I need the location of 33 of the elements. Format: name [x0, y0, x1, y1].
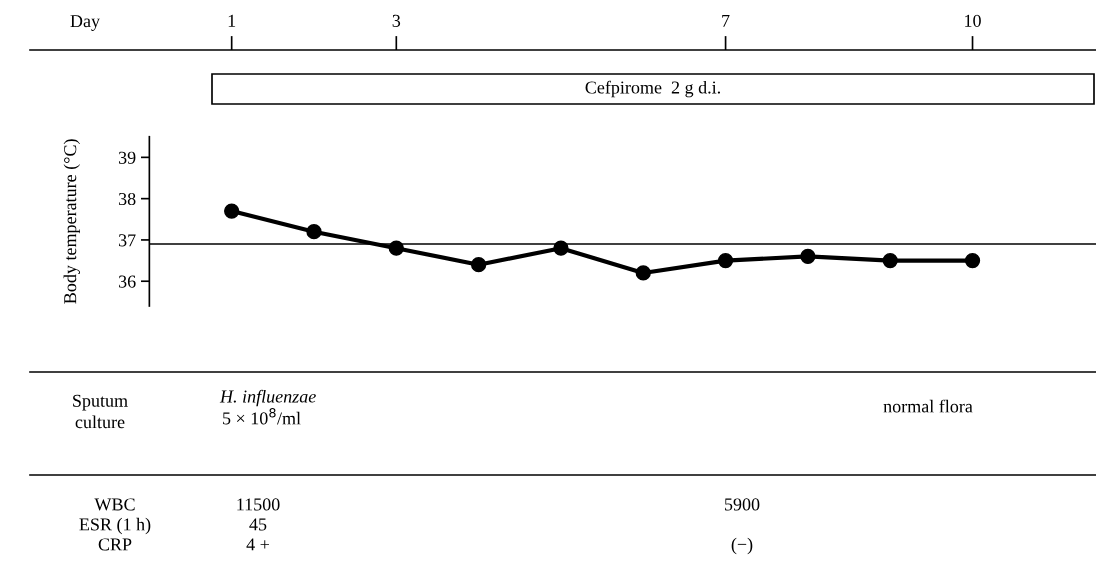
- text: H. influenzae: [219, 389, 316, 407]
- text: 5900: [724, 498, 760, 511]
- text: 5 × 10$^{8}$/ml: [223, 408, 301, 425]
- x-tick-label: 7: [722, 14, 730, 27]
- y-tick-label: 36: [118, 275, 136, 288]
- point: [388, 240, 404, 256]
- text: (−): [731, 537, 753, 555]
- point: [224, 203, 240, 219]
- y-tick-label: 37: [118, 234, 136, 247]
- text: WBC: [94, 498, 135, 511]
- x-axis-title: Day: [70, 15, 100, 31]
- text: Sputum culture: [73, 394, 128, 429]
- point: [470, 257, 487, 273]
- point: [882, 252, 898, 269]
- point: [306, 224, 322, 240]
- y-tick-label: 38: [118, 192, 136, 206]
- y-axis-title: Body temperature (°C): [63, 139, 80, 304]
- text: normal flora: [883, 399, 973, 413]
- point: [964, 252, 981, 269]
- text: 45: [249, 518, 267, 531]
- x-tick-label: 10: [965, 14, 981, 27]
- text: CRP: [98, 538, 132, 551]
- point: [553, 240, 569, 256]
- point: [635, 265, 651, 281]
- x-tick-label: 1: [228, 14, 236, 27]
- x-tick-label: 3: [392, 14, 401, 27]
- y-tick-label: 39: [118, 151, 136, 164]
- text: 4 +: [246, 538, 269, 551]
- annotation: Cefpirome 2 g d.i.: [585, 80, 721, 98]
- point: [717, 252, 734, 269]
- text: 11500: [237, 498, 280, 511]
- point: [800, 248, 816, 265]
- text: ESR (1 h): [79, 517, 151, 535]
